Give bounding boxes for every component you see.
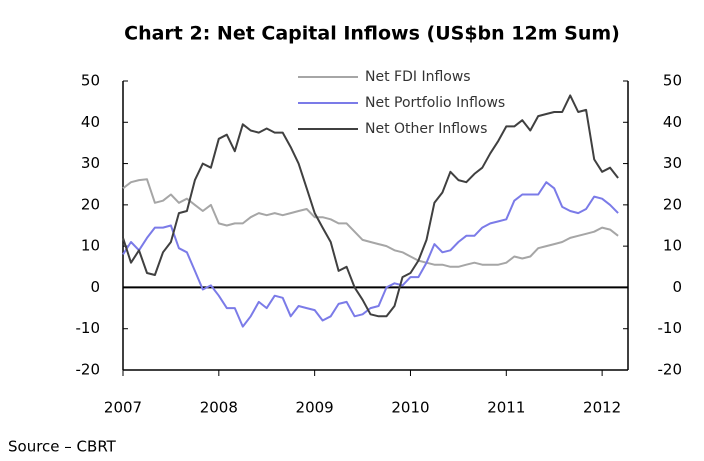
y2-tick-label: 20 bbox=[663, 195, 682, 213]
y-tick-label: 10 bbox=[81, 237, 100, 255]
y-tick-label: 0 bbox=[90, 278, 100, 296]
y2-tick-label: 30 bbox=[663, 154, 682, 172]
y-tick-label: -10 bbox=[76, 319, 101, 337]
legend-label: Net Other Inflows bbox=[365, 121, 487, 137]
x-tick-label: 2011 bbox=[487, 399, 525, 417]
series-line bbox=[122, 178, 619, 268]
x-tick-label: 2010 bbox=[391, 399, 429, 417]
chart-title: Chart 2: Net Capital Inflows (US$bn 12m … bbox=[124, 23, 620, 45]
y2-tick-label: -10 bbox=[658, 319, 683, 337]
legend-entry: Net FDI Inflows bbox=[298, 69, 471, 85]
x-tick-label: 2008 bbox=[200, 399, 238, 417]
x-tick-label: 2012 bbox=[583, 399, 621, 417]
legend-entry: Net Portfolio Inflows bbox=[298, 95, 505, 111]
y-tick-label: 50 bbox=[81, 72, 100, 90]
y-tick-label: 20 bbox=[81, 195, 100, 213]
legend-entry: Net Other Inflows bbox=[298, 121, 487, 137]
legend-label: Net Portfolio Inflows bbox=[365, 95, 505, 111]
y-tick-label: 30 bbox=[81, 154, 100, 172]
y2-tick-label: -20 bbox=[658, 361, 683, 379]
source-note: Source – CBRT bbox=[8, 438, 117, 456]
y2-tick-label: 0 bbox=[672, 278, 682, 296]
series-line bbox=[122, 181, 619, 328]
y-tick-label: 40 bbox=[81, 113, 100, 131]
x-tick-label: 2007 bbox=[104, 399, 142, 417]
x-tick-label: 2009 bbox=[296, 399, 334, 417]
y2-tick-label: 10 bbox=[663, 237, 682, 255]
y2-tick-label: 40 bbox=[663, 113, 682, 131]
y-tick-label: -20 bbox=[76, 361, 101, 379]
y2-tick-label: 50 bbox=[663, 72, 682, 90]
series-line bbox=[122, 94, 619, 318]
legend-label: Net FDI Inflows bbox=[365, 69, 471, 85]
